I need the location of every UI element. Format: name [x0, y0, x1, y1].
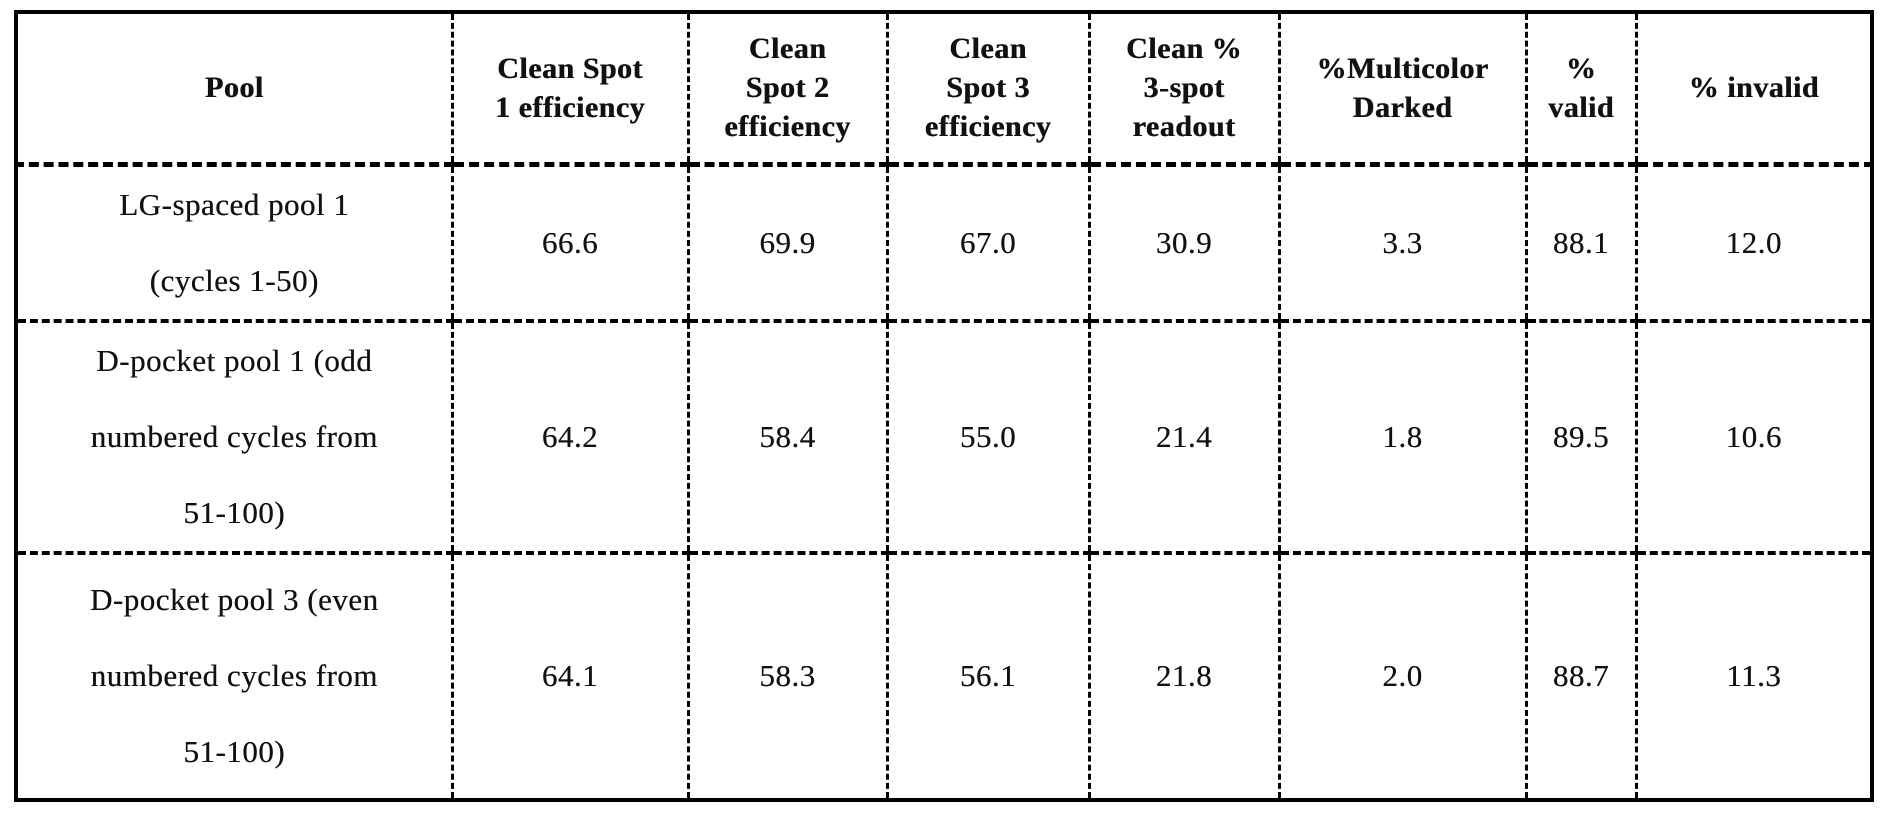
header-line: %Multicolor [1316, 51, 1489, 85]
value-cell: 55.0 [885, 318, 1091, 555]
value-cell: 89.5 [1524, 318, 1638, 555]
column-header-clean-spot-3-efficiency: Clean Spot 3 efficiency [885, 10, 1091, 167]
pool-line: LG-spaced pool 1 [119, 186, 350, 222]
value-cell: 12.0 [1634, 162, 1874, 323]
table-row-d-pocket-pool-3: D-pocket pool 3 (even numbered cycles fr… [14, 550, 1874, 802]
header-line: Pool [204, 71, 264, 105]
pool-line: 51-100) [183, 494, 286, 530]
header-line: 3-spot [1143, 71, 1225, 105]
value-cell: 11.3 [1634, 550, 1874, 802]
value-cell: 1.8 [1277, 318, 1528, 555]
header-line: Clean [949, 32, 1027, 66]
header-line: Spot 2 [745, 71, 830, 105]
header-line: % [1565, 51, 1597, 85]
header-line: 1 efficiency [494, 90, 646, 124]
value-cell: 64.1 [450, 550, 690, 802]
value-cell: 88.1 [1524, 162, 1638, 323]
table-row-lg-spaced-pool-1: LG-spaced pool 1 (cycles 1-50) 66.6 69.9… [14, 162, 1874, 323]
value-cell: 3.3 [1277, 162, 1528, 323]
column-header-pool: Pool [14, 10, 454, 167]
value-cell: 64.2 [450, 318, 690, 555]
header-line: Darked [1352, 90, 1453, 124]
pool-cell: D-pocket pool 1 (odd numbered cycles fro… [14, 318, 454, 555]
column-header-clean-spot-1-efficiency: Clean Spot 1 efficiency [450, 10, 690, 167]
value-cell: 21.8 [1087, 550, 1281, 802]
value-cell: 67.0 [885, 162, 1091, 323]
pool-line: numbered cycles from [90, 418, 378, 454]
value-cell: 30.9 [1087, 162, 1281, 323]
value-cell: 69.9 [686, 162, 889, 323]
column-header-percent-valid: % valid [1524, 10, 1638, 167]
header-line: valid [1548, 90, 1614, 124]
header-line: Spot 3 [946, 71, 1030, 105]
value-cell: 58.4 [686, 318, 889, 555]
header-line: Clean Spot [497, 51, 643, 85]
header-line: % invalid [1688, 71, 1819, 105]
value-cell: 88.7 [1524, 550, 1638, 802]
header-line: efficiency [924, 110, 1052, 144]
table-row-d-pocket-pool-1: D-pocket pool 1 (odd numbered cycles fro… [14, 318, 1874, 555]
pool-line: numbered cycles from [90, 658, 378, 693]
header-row: Pool Clean Spot 1 efficiency Clean Spot … [14, 10, 1874, 167]
column-header-clean-percent-3-spot-readout: Clean % 3-spot readout [1087, 10, 1281, 167]
column-header-clean-spot-2-efficiency: Clean Spot 2 efficiency [686, 10, 889, 167]
value-cell: 66.6 [450, 162, 690, 323]
value-cell: 58.3 [686, 550, 889, 802]
pool-cell: D-pocket pool 3 (even numbered cycles fr… [14, 550, 454, 802]
pool-line: 51-100) [183, 734, 286, 769]
column-header-percent-multicolor-darked: %Multicolor Darked [1277, 10, 1528, 167]
value-cell: 21.4 [1087, 318, 1281, 555]
header-line: readout [1132, 110, 1236, 144]
pool-efficiency-table: Pool Clean Spot 1 efficiency Clean Spot … [14, 10, 1874, 802]
pool-line: (cycles 1-50) [149, 262, 319, 298]
column-header-percent-invalid: % invalid [1634, 10, 1874, 167]
value-cell: 10.6 [1634, 318, 1874, 555]
header-line: Clean [748, 32, 827, 66]
pool-cell: LG-spaced pool 1 (cycles 1-50) [14, 162, 454, 323]
header-line: Clean % [1126, 32, 1242, 66]
value-cell: 2.0 [1277, 550, 1528, 802]
pool-line: D-pocket pool 3 (even [89, 582, 379, 617]
pool-line: D-pocket pool 1 (odd [96, 342, 373, 378]
header-line: efficiency [724, 110, 851, 144]
value-cell: 56.1 [885, 550, 1091, 802]
